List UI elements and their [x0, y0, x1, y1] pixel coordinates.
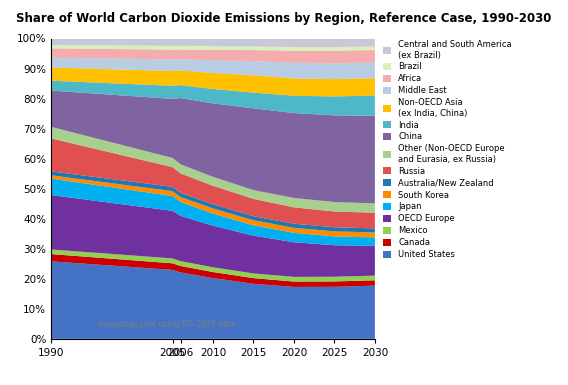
Legend: Central and South America
(ex Brazil), Brazil, Africa, Middle East, Non-OECD Asi: Central and South America (ex Brazil), B… — [381, 38, 513, 261]
Text: mongabay.com using EIA 2009 data: mongabay.com using EIA 2009 data — [98, 320, 236, 329]
Text: Share of World Carbon Dioxide Emissions by Region, Reference Case, 1990-2030: Share of World Carbon Dioxide Emissions … — [16, 12, 552, 25]
